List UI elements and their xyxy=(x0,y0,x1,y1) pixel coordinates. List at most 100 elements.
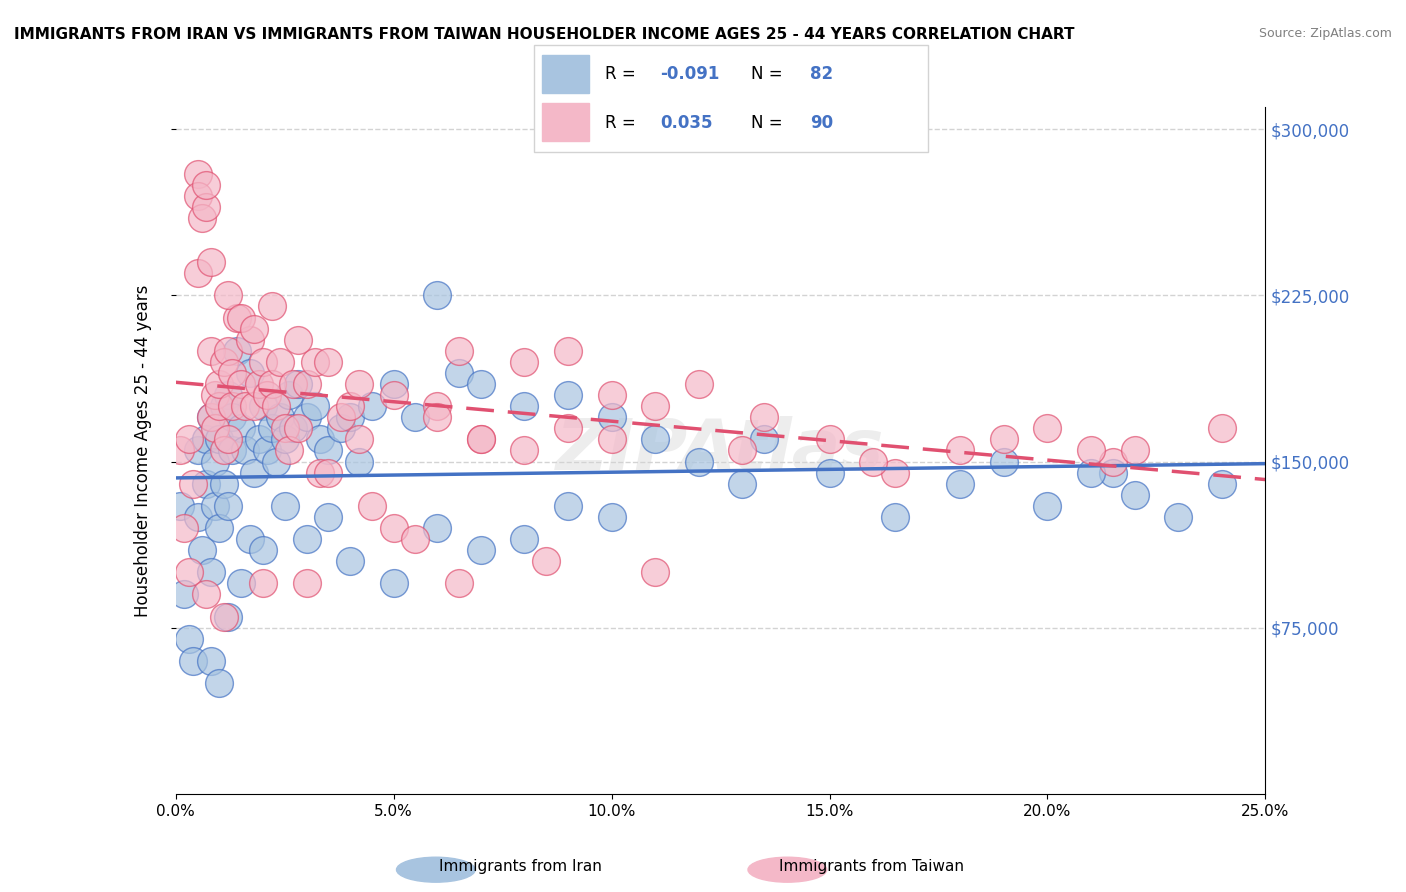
Point xyxy=(731,476,754,491)
Point xyxy=(534,554,557,568)
Point xyxy=(426,288,449,302)
Point xyxy=(239,532,262,546)
Point xyxy=(447,576,470,591)
Point xyxy=(295,576,318,591)
Bar xyxy=(543,55,589,93)
Point xyxy=(295,376,318,391)
Point xyxy=(1036,421,1059,435)
Point xyxy=(235,443,257,458)
Point xyxy=(330,421,353,435)
Circle shape xyxy=(748,857,827,882)
Point xyxy=(169,499,191,513)
Point xyxy=(308,466,330,480)
Point xyxy=(212,476,235,491)
Point xyxy=(644,566,666,580)
Point xyxy=(318,466,340,480)
Point xyxy=(470,433,492,447)
Point xyxy=(252,355,274,369)
Text: N =: N = xyxy=(751,64,787,82)
Point xyxy=(217,433,239,447)
Point xyxy=(513,532,536,546)
Point xyxy=(382,521,405,535)
Point xyxy=(1102,466,1125,480)
Point xyxy=(260,421,283,435)
Bar xyxy=(543,103,589,141)
Point xyxy=(470,543,492,558)
Point xyxy=(208,521,231,535)
Point xyxy=(260,376,283,391)
Point xyxy=(295,410,318,425)
Point xyxy=(186,443,209,458)
Point xyxy=(247,433,270,447)
Point xyxy=(1036,499,1059,513)
Point xyxy=(181,476,204,491)
Point xyxy=(200,654,222,668)
Point xyxy=(217,288,239,302)
Point xyxy=(208,433,231,447)
Point xyxy=(221,410,243,425)
Point xyxy=(1123,488,1146,502)
Point xyxy=(221,366,243,380)
Point xyxy=(208,399,231,413)
Text: R =: R = xyxy=(605,114,641,132)
Point xyxy=(318,510,340,524)
Point xyxy=(195,178,218,192)
Point xyxy=(1167,510,1189,524)
Point xyxy=(347,376,370,391)
Point xyxy=(339,554,361,568)
Point xyxy=(557,499,579,513)
Point xyxy=(644,433,666,447)
Point xyxy=(360,499,382,513)
Point xyxy=(204,454,226,468)
Point xyxy=(186,266,209,280)
Point xyxy=(274,499,297,513)
Point xyxy=(269,355,291,369)
Y-axis label: Householder Income Ages 25 - 44 years: Householder Income Ages 25 - 44 years xyxy=(134,285,152,616)
Point xyxy=(181,654,204,668)
Point xyxy=(283,421,305,435)
Point xyxy=(264,399,287,413)
Point xyxy=(993,433,1015,447)
Point xyxy=(283,376,305,391)
Point xyxy=(278,443,301,458)
Point xyxy=(269,410,291,425)
Point xyxy=(339,410,361,425)
Point xyxy=(360,399,382,413)
Point xyxy=(426,521,449,535)
Point xyxy=(688,376,710,391)
Point xyxy=(256,388,278,402)
Point xyxy=(177,632,200,646)
Point xyxy=(204,421,226,435)
Point xyxy=(688,454,710,468)
Point xyxy=(195,587,218,601)
Point xyxy=(382,576,405,591)
Point xyxy=(177,433,200,447)
Point xyxy=(1211,421,1233,435)
Point xyxy=(470,376,492,391)
Point xyxy=(212,443,235,458)
Point xyxy=(200,410,222,425)
Point xyxy=(447,343,470,358)
Point xyxy=(252,543,274,558)
Point xyxy=(295,532,318,546)
Point xyxy=(186,510,209,524)
Point xyxy=(225,310,247,325)
Point xyxy=(513,443,536,458)
Point xyxy=(405,410,427,425)
Point xyxy=(513,355,536,369)
Point xyxy=(1102,454,1125,468)
Point xyxy=(318,443,340,458)
Point xyxy=(382,388,405,402)
Point xyxy=(200,410,222,425)
Point xyxy=(239,366,262,380)
Point xyxy=(600,433,623,447)
Text: -0.091: -0.091 xyxy=(661,64,720,82)
Point xyxy=(173,521,195,535)
Text: Source: ZipAtlas.com: Source: ZipAtlas.com xyxy=(1258,27,1392,40)
Text: R =: R = xyxy=(605,64,641,82)
Point xyxy=(731,443,754,458)
Point xyxy=(1080,466,1102,480)
Point xyxy=(330,410,353,425)
Point xyxy=(318,355,340,369)
Point xyxy=(426,410,449,425)
